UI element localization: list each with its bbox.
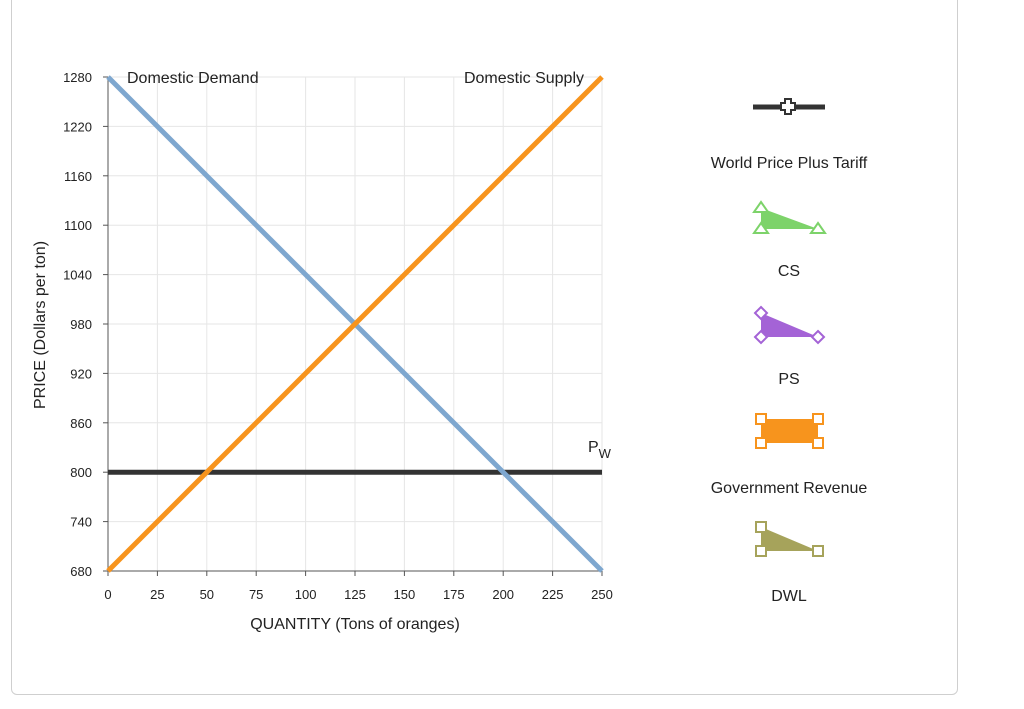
x-axis-title: QUANTITY (Tons of oranges)	[250, 616, 460, 633]
x-tick-label: 175	[443, 587, 465, 602]
x-tick-label: 150	[394, 587, 416, 602]
supply-curve[interactable]	[106, 75, 604, 573]
square-triangle-icon	[761, 527, 818, 551]
series	[106, 75, 604, 573]
y-axis-title: PRICE (Dollars per ton)	[32, 241, 49, 409]
dwl-marker-left	[755, 545, 767, 557]
gr-marker-tr	[812, 413, 824, 425]
cs-marker-right	[809, 221, 827, 234]
y-tick-label: 860	[70, 416, 92, 431]
dwl-marker-right	[812, 545, 824, 557]
gr-marker-bl	[755, 437, 767, 449]
tool-label-government-revenue: Government Revenue	[711, 480, 868, 497]
gr-marker-br	[812, 437, 824, 449]
tool-ps[interactable]: PS	[753, 305, 826, 388]
tool-dwl[interactable]: DWL	[755, 521, 824, 605]
tool-government-revenue[interactable]: Government Revenue	[711, 413, 868, 497]
x-tick-label: 125	[344, 587, 366, 602]
triangle-icon	[761, 208, 818, 229]
cross-line-icon	[780, 98, 796, 115]
tool-cs[interactable]: CS	[752, 200, 827, 280]
tool-label-dwl: DWL	[771, 588, 807, 605]
diamond-triangle-icon	[761, 313, 818, 337]
ps-marker-top	[753, 305, 769, 321]
demand-label: Domestic Demand	[127, 70, 259, 87]
ps-marker-right	[810, 329, 826, 345]
y-tick-label: 740	[70, 515, 92, 530]
tick-labels: 0 25 50 75 100 125 150 175 200 225 250 680 740 800 860…	[63, 70, 613, 602]
tool-world-price-plus-tariff[interactable]: World Price Plus Tariff	[711, 98, 868, 172]
x-tick-label: 200	[492, 587, 514, 602]
y-tick-label: 1040	[63, 268, 92, 283]
x-tick-label: 100	[295, 587, 317, 602]
x-tick-label: 225	[542, 587, 564, 602]
y-tick-label: 1160	[64, 169, 92, 184]
y-tick-label: 1280	[63, 70, 92, 85]
axes	[103, 76, 603, 576]
y-tick-label: 680	[70, 564, 92, 579]
x-tick-label: 50	[200, 587, 214, 602]
dwl-marker-top	[755, 521, 767, 533]
x-tick-label: 0	[104, 587, 111, 602]
tool-label-ps: PS	[778, 371, 799, 388]
rectangle-icon	[761, 419, 818, 443]
gr-marker-tl	[755, 413, 767, 425]
y-tick-label: 1100	[64, 218, 92, 233]
cs-marker-top	[752, 200, 770, 213]
world-price-label: PW	[588, 439, 612, 461]
cs-marker-left	[752, 221, 770, 234]
y-tick-label: 980	[70, 317, 92, 332]
y-tick-label: 1220	[63, 119, 92, 134]
x-tick-label: 75	[249, 587, 263, 602]
supply-label: Domestic Supply	[464, 70, 584, 87]
ps-marker-left	[753, 329, 769, 345]
x-tick-label: 25	[150, 587, 164, 602]
y-tick-label: 800	[70, 465, 92, 480]
y-tick-label: 920	[70, 366, 92, 381]
tool-label-cs: CS	[778, 263, 800, 280]
x-tick-label: 250	[591, 587, 613, 602]
tool-label-world-price: World Price Plus Tariff	[711, 155, 868, 172]
graph-panel	[11, 0, 958, 695]
